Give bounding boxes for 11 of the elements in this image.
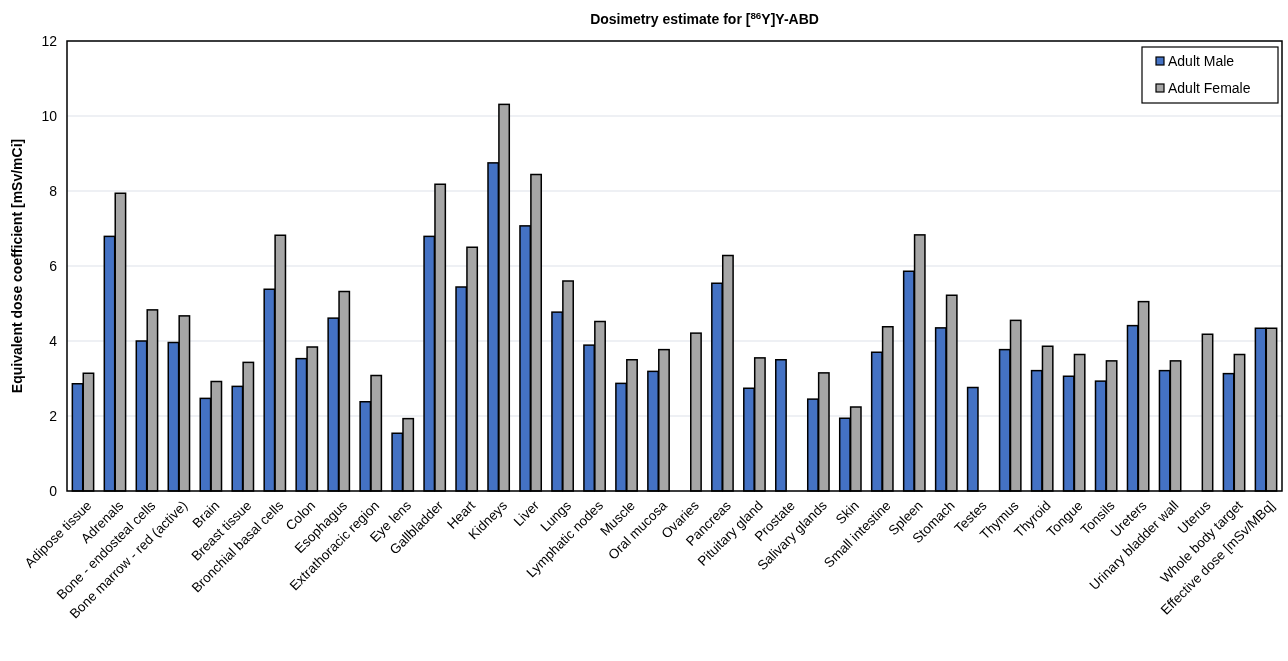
y-tick-label: 8 <box>49 182 58 199</box>
y-tick-label: 10 <box>41 107 58 124</box>
y-tick-label: 6 <box>49 257 58 274</box>
legend-label: Adult Male <box>1168 52 1235 69</box>
y-tick-label: 4 <box>49 332 58 349</box>
y-tick-label: 12 <box>41 32 58 49</box>
y-tick-label: 2 <box>49 407 58 424</box>
y-axis-title: Equivalent dose coefficient [mSv/mCi] <box>9 138 25 394</box>
legend-label: Adult Female <box>1168 79 1251 96</box>
chart-title: Dosimetry estimate for [$^{86}$Y]Y-ABD <box>590 9 819 27</box>
y-tick-label: 0 <box>49 482 58 499</box>
